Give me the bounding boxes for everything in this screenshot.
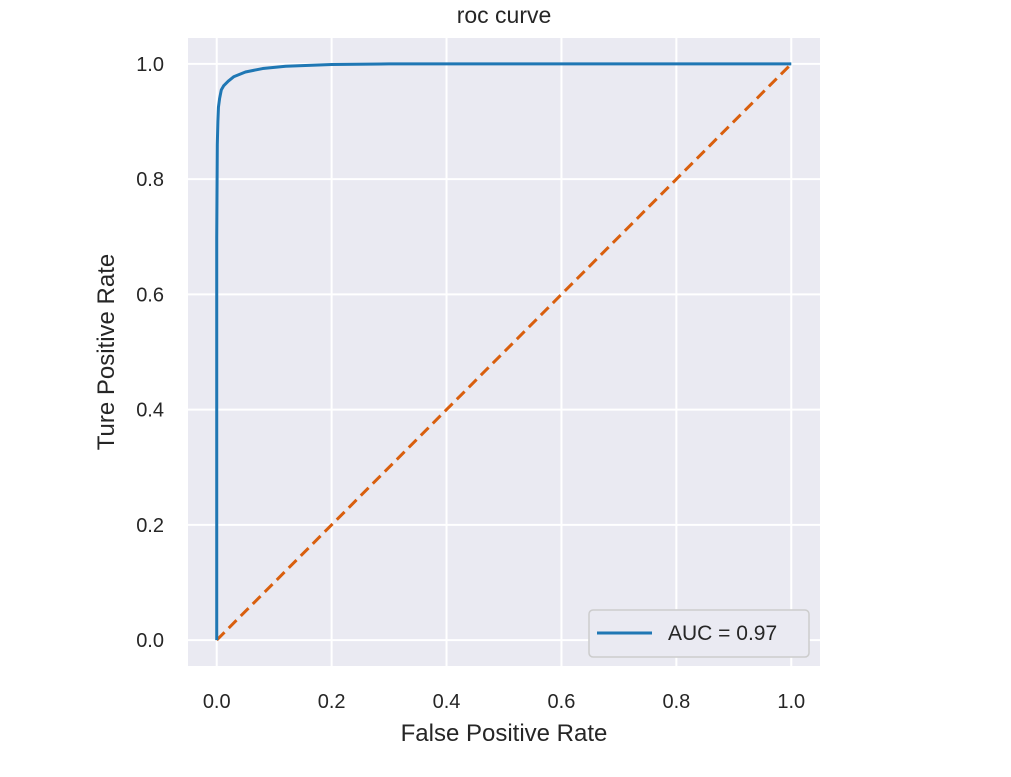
y-tick-label: 1.0 — [136, 54, 164, 76]
x-tick-label: 1.0 — [777, 691, 805, 713]
y-axis-label: Ture Positive Rate — [93, 254, 120, 451]
x-tick-label: 0.6 — [548, 691, 576, 713]
y-tick-label: 0.8 — [136, 169, 164, 191]
y-tick-label: 0.0 — [136, 630, 164, 652]
series-group — [215, 62, 793, 642]
y-tick-labels: 0.0 0.2 0.4 0.6 0.8 1.0 — [136, 54, 164, 652]
x-tick-label: 0.8 — [662, 691, 690, 713]
x-tick-label: 0.4 — [433, 691, 461, 713]
y-tick-label: 0.6 — [136, 284, 164, 306]
grid-lines — [188, 38, 820, 666]
x-tick-labels: 0.0 0.2 0.4 0.6 0.8 1.0 — [203, 691, 805, 713]
x-tick-label: 0.2 — [318, 691, 346, 713]
legend-entry-label: AUC = 0.97 — [668, 622, 777, 645]
legend: AUC = 0.97 — [588, 609, 810, 658]
x-tick-label: 0.0 — [203, 691, 231, 713]
y-tick-label: 0.4 — [136, 400, 164, 422]
y-tick-label: 0.2 — [136, 515, 164, 537]
chart-title: roc curve — [457, 2, 552, 28]
legend-box — [588, 609, 810, 658]
x-axis-label: False Positive Rate — [401, 720, 608, 747]
roc-curve-line — [215, 62, 792, 641]
